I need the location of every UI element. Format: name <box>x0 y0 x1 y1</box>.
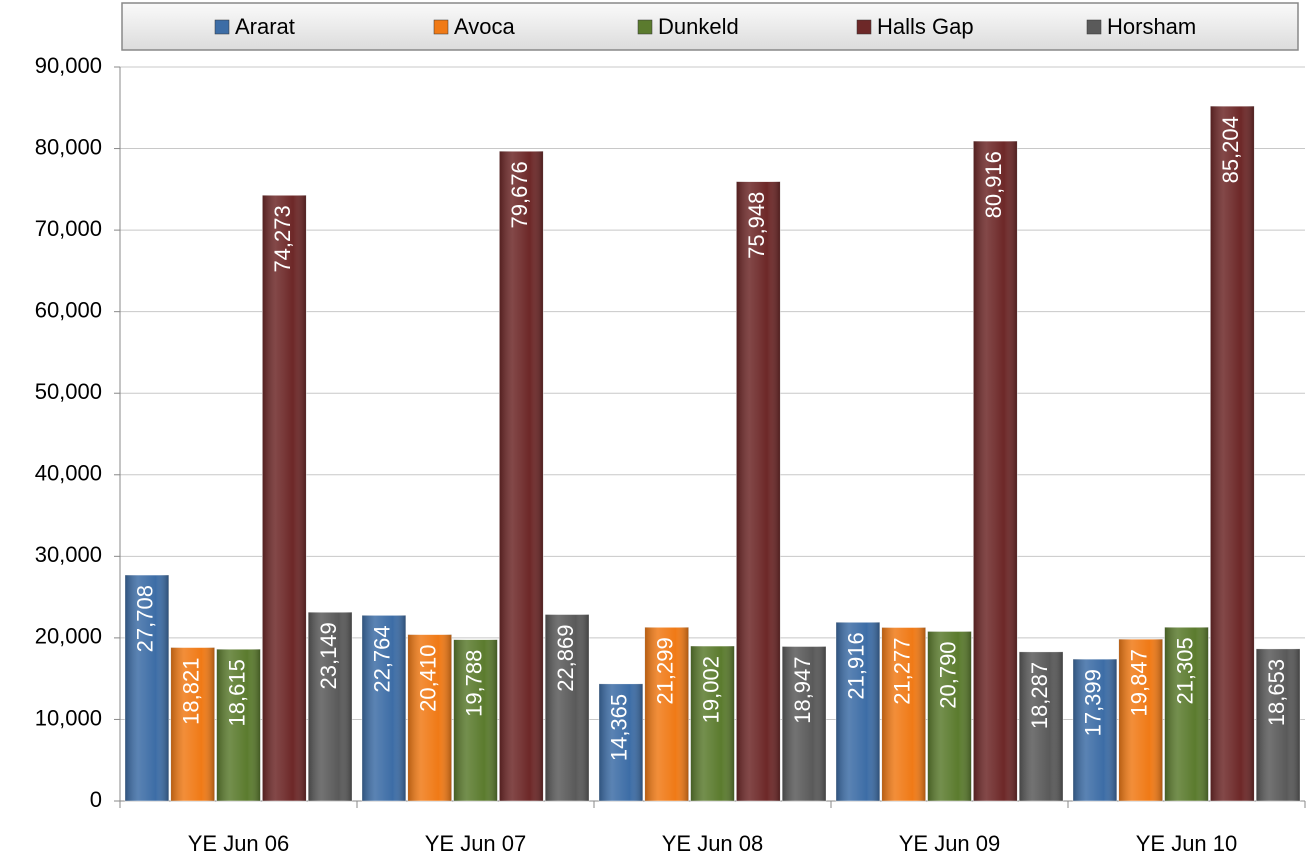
value-label: 21,299 <box>653 637 678 704</box>
bar-shade <box>499 151 544 802</box>
value-label: 75,948 <box>744 192 769 259</box>
value-label: 20,410 <box>416 645 441 712</box>
bar-shade <box>1019 651 1063 801</box>
bar-shade <box>125 575 169 801</box>
bar-shade <box>545 614 589 801</box>
bar-shade <box>1164 627 1209 801</box>
value-label: 21,277 <box>890 637 915 704</box>
value-label: 22,869 <box>553 624 578 691</box>
y-tick-label: 80,000 <box>35 134 102 159</box>
value-label: 21,916 <box>844 632 869 699</box>
value-label: 19,002 <box>698 656 723 723</box>
legend-label: Halls Gap <box>877 14 974 39</box>
value-label: 18,821 <box>179 658 204 725</box>
y-tick-label: 60,000 <box>35 297 102 322</box>
y-tick-label: 90,000 <box>35 53 102 78</box>
bar-shade <box>262 195 307 801</box>
value-label: 23,149 <box>316 622 341 689</box>
value-label: 79,676 <box>507 161 532 228</box>
value-label: 27,708 <box>133 585 158 652</box>
bar-shade <box>407 634 452 801</box>
legend-swatch <box>433 19 449 35</box>
bar-shade <box>1210 106 1255 802</box>
bar-shade <box>644 627 689 801</box>
bar-shade <box>308 612 352 801</box>
bar-shade <box>782 646 826 801</box>
value-label: 19,847 <box>1127 649 1152 716</box>
legend-label: Dunkeld <box>658 14 739 39</box>
value-label: 80,916 <box>981 151 1006 218</box>
value-label: 20,790 <box>935 641 960 708</box>
legend-swatch <box>637 19 653 35</box>
bar-shade <box>1073 659 1117 801</box>
legend-swatch <box>856 19 872 35</box>
value-label: 14,365 <box>607 694 632 761</box>
value-label: 18,947 <box>790 656 815 723</box>
x-tick-label: YE Jun 07 <box>425 831 527 856</box>
value-label: 19,788 <box>461 650 486 717</box>
legend-swatch <box>214 19 230 35</box>
value-label: 22,764 <box>370 625 395 692</box>
bar-shade <box>170 647 215 801</box>
legend-label: Ararat <box>235 14 295 39</box>
bar-shade <box>836 622 880 801</box>
bar-shade <box>599 683 643 801</box>
y-tick-label: 50,000 <box>35 379 102 404</box>
y-tick-label: 70,000 <box>35 216 102 241</box>
legend-label: Avoca <box>454 14 516 39</box>
legend-label: Horsham <box>1107 14 1196 39</box>
bar-shade <box>216 649 261 801</box>
bar-shade <box>453 639 498 801</box>
x-tick-label: YE Jun 09 <box>899 831 1001 856</box>
value-label: 18,615 <box>224 659 249 726</box>
bar-shade <box>1118 639 1163 801</box>
y-tick-label: 30,000 <box>35 542 102 567</box>
bar-shade <box>1256 648 1300 801</box>
y-tick-label: 0 <box>90 787 102 812</box>
bar-shade <box>736 181 781 801</box>
bar-shade <box>927 631 972 801</box>
bar-shade <box>690 646 735 801</box>
legend-box <box>121 2 1299 51</box>
y-tick-label: 20,000 <box>35 624 102 649</box>
bar-shade <box>362 615 406 801</box>
value-label: 85,204 <box>1218 116 1243 183</box>
value-label: 17,399 <box>1081 669 1106 736</box>
bar-shade <box>973 141 1018 801</box>
x-tick-label: YE Jun 06 <box>188 831 290 856</box>
y-tick-label: 40,000 <box>35 461 102 486</box>
value-label: 21,305 <box>1172 637 1197 704</box>
x-tick-label: YE Jun 08 <box>662 831 764 856</box>
bar-shade <box>881 627 926 801</box>
value-label: 74,273 <box>270 205 295 272</box>
y-tick-label: 10,000 <box>35 705 102 730</box>
x-tick-label: YE Jun 10 <box>1136 831 1238 856</box>
legend-swatch <box>1086 19 1102 35</box>
value-label: 18,653 <box>1264 659 1289 726</box>
value-label: 18,287 <box>1027 662 1052 729</box>
